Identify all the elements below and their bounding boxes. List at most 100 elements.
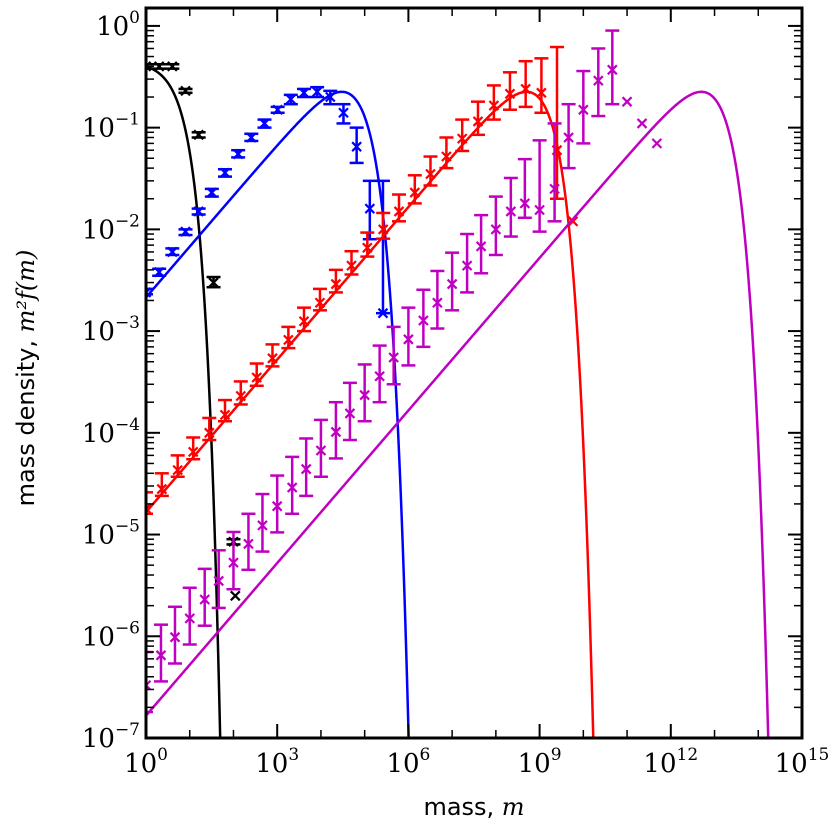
y-tick-exp: −4 <box>115 415 140 435</box>
y-axis-label-text: mass density, <box>12 332 40 506</box>
data-point-marker <box>257 520 268 531</box>
y-tick-base: 10 <box>82 114 115 144</box>
data-point-marker <box>549 183 560 195</box>
y-tick-base: 10 <box>96 12 129 42</box>
x-tick-label: 100 <box>124 745 168 779</box>
y-tick-label: 10−1 <box>82 110 140 144</box>
data-point-marker <box>155 650 167 661</box>
x-tick-base: 10 <box>775 749 808 779</box>
data-point-marker <box>315 445 327 456</box>
series-curve <box>146 65 222 738</box>
x-tick-base: 10 <box>255 749 288 779</box>
x-tick-base: 10 <box>386 749 419 779</box>
x-axis-label-text: mass, <box>423 793 501 821</box>
y-tick-label: 10−3 <box>82 313 140 347</box>
data-point-marker <box>232 148 244 160</box>
y-tick-exp: −1 <box>115 110 140 130</box>
y-tick-base: 10 <box>82 622 115 652</box>
x-tick-exp: 3 <box>288 745 299 765</box>
data-point-marker <box>213 575 224 587</box>
data-point-marker <box>593 75 604 86</box>
data-point-marker <box>338 107 349 119</box>
series-group-1 <box>146 61 241 738</box>
data-point-marker <box>409 187 421 198</box>
data-point-marker <box>446 278 458 290</box>
data-point-marker <box>206 187 218 198</box>
y-tick-exp: −2 <box>115 211 140 231</box>
data-point-marker <box>504 88 516 100</box>
y-tick-base: 10 <box>82 215 115 245</box>
x-tick-exp: 12 <box>677 745 699 765</box>
data-point-marker <box>490 224 502 235</box>
x-tick-label: 109 <box>518 745 562 779</box>
data-point-marker <box>169 631 181 643</box>
data-point-marker <box>534 204 545 216</box>
x-axis-label-var: m <box>502 793 525 821</box>
series-group-3 <box>146 45 595 738</box>
y-tick-exp: −3 <box>115 313 140 333</box>
data-point-marker <box>393 206 405 217</box>
series-curve <box>146 90 770 738</box>
data-point-marker <box>267 353 278 364</box>
data-point-marker <box>208 277 219 288</box>
data-point-marker <box>520 83 531 95</box>
x-tick-exp: 0 <box>157 745 168 765</box>
y-tick-label: 10−6 <box>82 618 140 652</box>
data-point-marker <box>187 446 199 458</box>
x-tick-label: 1015 <box>775 745 830 779</box>
data-point-marker <box>184 613 196 624</box>
y-tick-label: 10−5 <box>82 517 140 551</box>
data-point-marker <box>153 266 165 278</box>
data-point-marker <box>351 141 362 152</box>
data-point-marker <box>441 151 452 162</box>
data-point-marker <box>167 61 178 72</box>
data-point-marker <box>330 278 342 290</box>
data-point-marker <box>578 104 589 116</box>
data-point-marker <box>219 409 231 421</box>
data-point-marker <box>475 241 487 252</box>
data-point-marker <box>311 86 323 98</box>
data-point-marker <box>461 260 473 271</box>
data-point-marker <box>146 503 152 514</box>
data-point-marker <box>505 206 517 217</box>
data-point-marker <box>456 133 468 144</box>
data-point-marker <box>621 96 633 107</box>
x-tick-base: 10 <box>643 749 676 779</box>
data-point-marker <box>271 500 283 512</box>
x-tick-label: 103 <box>255 745 299 779</box>
data-point-marker <box>607 64 618 76</box>
y-tick-base: 10 <box>82 521 115 551</box>
data-point-marker <box>153 61 165 72</box>
data-point-marker <box>251 372 262 383</box>
series-group-2 <box>146 85 410 738</box>
data-point-marker <box>156 483 168 495</box>
data-point-marker <box>344 408 356 419</box>
y-tick-base: 10 <box>82 724 115 754</box>
series-curve <box>146 90 410 738</box>
data-point-marker <box>403 334 414 345</box>
data-point-marker <box>388 352 399 363</box>
data-point-marker <box>243 538 254 550</box>
data-point-marker <box>359 389 370 401</box>
y-axis-label: mass density, m²f(m) <box>12 250 40 507</box>
y-tick-base: 10 <box>82 419 115 449</box>
series-layer <box>146 29 770 738</box>
data-point-marker <box>259 118 270 129</box>
data-point-marker <box>488 100 500 111</box>
data-point-marker <box>300 463 312 475</box>
x-tick-base: 10 <box>518 749 551 779</box>
data-point-marker <box>146 287 152 298</box>
data-point-marker <box>172 464 183 476</box>
data-point-marker <box>298 315 310 327</box>
data-point-marker <box>229 590 241 602</box>
y-tick-exp: −5 <box>115 517 140 537</box>
tick-layer: 100 103 106 109 1012 101510−710−610−510−410−3… <box>82 8 830 779</box>
data-point-marker <box>636 118 648 129</box>
data-point-marker <box>204 427 215 439</box>
x-tick-base: 10 <box>124 749 157 779</box>
data-point-marker <box>472 116 484 127</box>
data-point-marker <box>362 242 373 254</box>
data-point-marker <box>219 167 231 179</box>
data-point-marker <box>432 297 443 309</box>
